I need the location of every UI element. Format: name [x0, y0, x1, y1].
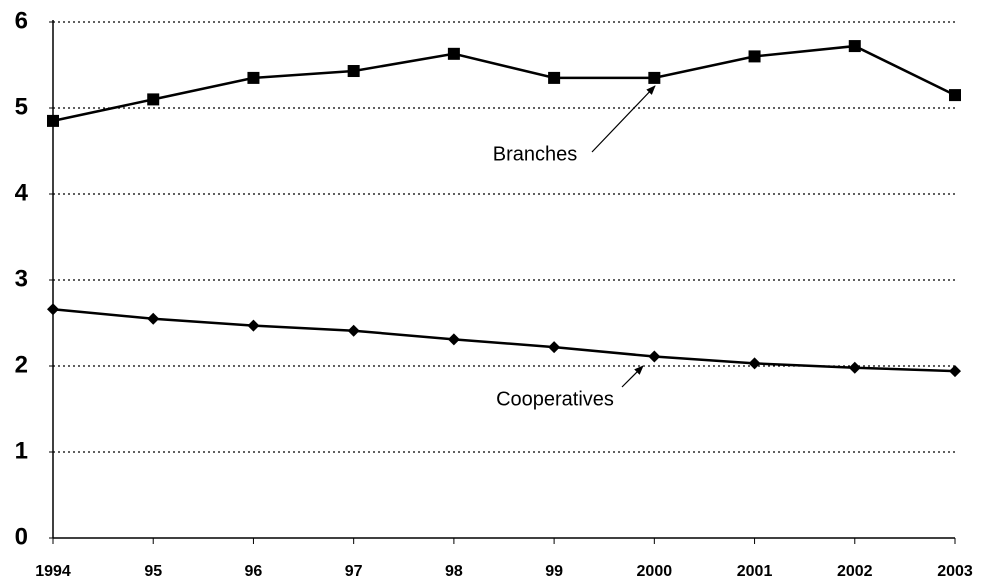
- x-tick-label: 95: [144, 563, 162, 580]
- series-line: [52, 44, 956, 123]
- marker: [347, 65, 360, 78]
- x-tick-label: 2003: [937, 563, 973, 580]
- marker: [247, 319, 260, 332]
- x-tick-label: 98: [445, 563, 463, 580]
- marker: [648, 350, 661, 363]
- marker: [748, 357, 761, 370]
- y-tick-label: 4: [15, 179, 29, 206]
- marker: [347, 324, 360, 337]
- marker: [949, 365, 961, 378]
- x-tick-label: 1994: [35, 563, 71, 580]
- x-tick-label: 2001: [737, 563, 773, 580]
- x-tick-label: 2000: [637, 563, 673, 580]
- marker: [47, 114, 59, 127]
- marker: [447, 47, 460, 60]
- y-tick-label: 0: [15, 523, 28, 550]
- marker: [548, 341, 561, 354]
- y-tick-label: 2: [15, 351, 28, 378]
- marker: [748, 50, 761, 63]
- y-tick-label: 3: [15, 265, 28, 292]
- marker: [247, 71, 260, 84]
- annotation-arrow: [621, 365, 644, 388]
- marker: [648, 71, 661, 84]
- marker: [848, 40, 861, 53]
- x-tick-label: 97: [345, 563, 363, 580]
- y-tick-label: 5: [15, 93, 28, 120]
- marker: [147, 93, 160, 106]
- marker: [848, 361, 861, 374]
- marker: [949, 89, 961, 102]
- x-tick-label: 2002: [837, 563, 873, 580]
- series-line: [52, 307, 956, 373]
- y-tick-label: 6: [15, 7, 28, 34]
- marker: [47, 303, 59, 316]
- marker: [147, 312, 160, 325]
- y-tick-label: 1: [15, 437, 28, 464]
- series-label: Cooperatives: [496, 388, 614, 410]
- marker: [447, 333, 460, 346]
- x-tick-label: 96: [245, 563, 263, 580]
- series-label: Branches: [493, 143, 578, 165]
- x-tick-label: 99: [545, 563, 563, 580]
- annotation-arrow: [591, 85, 656, 153]
- marker: [548, 71, 561, 84]
